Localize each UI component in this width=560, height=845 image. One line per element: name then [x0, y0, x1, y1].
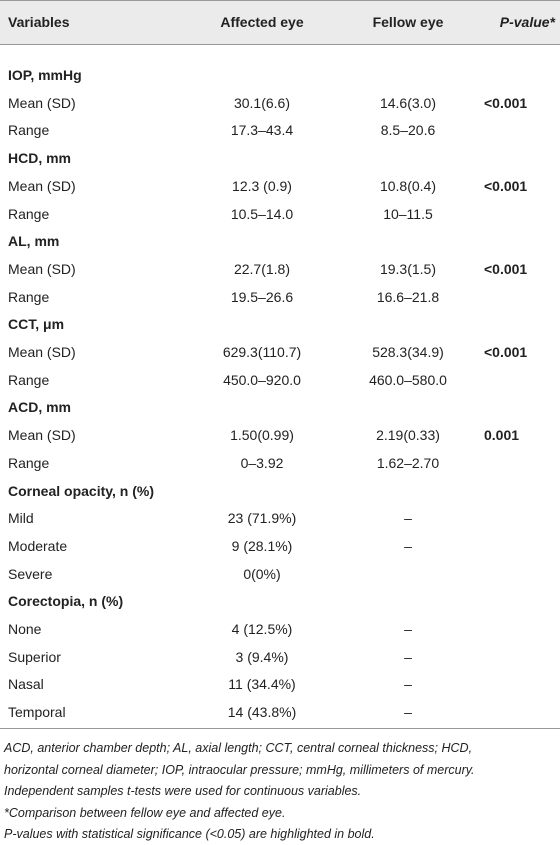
cell-value: 19.3(1.5) [379, 260, 437, 277]
row-label: Range [8, 454, 50, 471]
cell-value: 3 (9.4%) [235, 648, 289, 665]
cell-value: 0(0%) [243, 565, 281, 582]
row-label: None [8, 621, 42, 637]
p-value: <0.001 [484, 94, 528, 111]
cell-value: 12.3 (0.9) [232, 177, 292, 194]
row-label: Mean (SD) [8, 177, 76, 194]
p-value: <0.001 [484, 344, 528, 360]
cell-value: 450.0–920.0 [223, 371, 301, 388]
cell-value: 11 (34.4%) [228, 676, 296, 693]
cell-value: 1.50(0.99) [230, 427, 294, 444]
cell-value: 1.62–2.70 [376, 454, 440, 471]
cell-value: 10–11.5 [383, 205, 433, 222]
section-title: ACD, mm [8, 399, 72, 416]
section-title: AL, mm [8, 233, 60, 250]
cell-value: – [404, 676, 412, 693]
p-value: <0.001 [484, 177, 528, 194]
section-title: Corneal opacity, n (%) [8, 482, 154, 499]
cell-value: 4 (12.5%) [231, 621, 293, 637]
row-label: Temporal [8, 704, 66, 721]
cell-value: 14 (43.8%) [227, 704, 297, 721]
cell-value: 2.19(0.33) [376, 427, 440, 444]
p-value: 0.001 [484, 427, 520, 444]
cell-value: 22.7(1.8) [233, 260, 291, 277]
cell-value: 14.6(3.0) [379, 94, 437, 111]
header-background [0, 0, 560, 45]
cell-value: 10.8(0.4) [379, 177, 437, 194]
cell-value: 30.1(6.6) [233, 94, 291, 111]
cell-value: – [404, 621, 412, 637]
footnote: horizontal corneal diameter; IOP, intrao… [4, 762, 475, 777]
cell-value: 8.5–20.6 [380, 122, 436, 139]
cell-value: – [404, 510, 412, 527]
row-label: Mean (SD) [8, 427, 76, 444]
section-title: IOP, mmHg [8, 67, 82, 83]
cell-value: 528.3(34.9) [372, 344, 444, 360]
row-label: Superior [8, 648, 61, 665]
bottom-rule [0, 728, 560, 729]
cell-value: 0–3.92 [240, 454, 284, 471]
cell-value: 23 (71.9%) [227, 510, 297, 527]
cell-value: – [404, 704, 412, 721]
p-value: <0.001 [484, 260, 528, 277]
row-label: Range [8, 122, 50, 139]
cell-value: 10.5–14.0 [230, 205, 294, 222]
row-label: Nasal [8, 676, 44, 693]
row-label: Severe [8, 565, 53, 582]
footnote: ACD, anterior chamber depth; AL, axial l… [4, 741, 473, 755]
cell-value: 460.0–580.0 [369, 371, 447, 388]
cell-value: 17.3–43.4 [230, 122, 294, 139]
row-label: Mean (SD) [8, 344, 76, 360]
row-label: Range [8, 371, 50, 388]
row-label: Mean (SD) [8, 94, 76, 111]
cell-value: 19.5–26.6 [230, 288, 294, 305]
column-header: Variables [8, 14, 70, 30]
row-label: Range [8, 205, 50, 222]
cell-value: – [404, 648, 412, 665]
row-label: Mild [8, 510, 34, 527]
column-header: P-value* [499, 14, 555, 30]
section-title: CCT, μm [8, 316, 65, 333]
column-header: Fellow eye [372, 14, 444, 30]
row-label: Range [8, 288, 50, 305]
row-label: Moderate [8, 537, 68, 554]
section-title: Corectopia, n (%) [8, 593, 124, 610]
footnote: P-values with statistical significance (… [4, 827, 375, 841]
cell-value: – [404, 537, 412, 554]
footnote: *Comparison between fellow eye and affec… [4, 805, 286, 820]
column-header: Affected eye [220, 14, 304, 30]
cell-value: 9 (28.1%) [231, 537, 293, 554]
row-label: Mean (SD) [8, 260, 76, 277]
cell-value: 16.6–21.8 [376, 288, 440, 305]
footnote: Independent samples t-tests were used fo… [4, 784, 362, 798]
cell-value: 629.3(110.7) [222, 344, 302, 360]
section-title: HCD, mm [8, 150, 72, 167]
